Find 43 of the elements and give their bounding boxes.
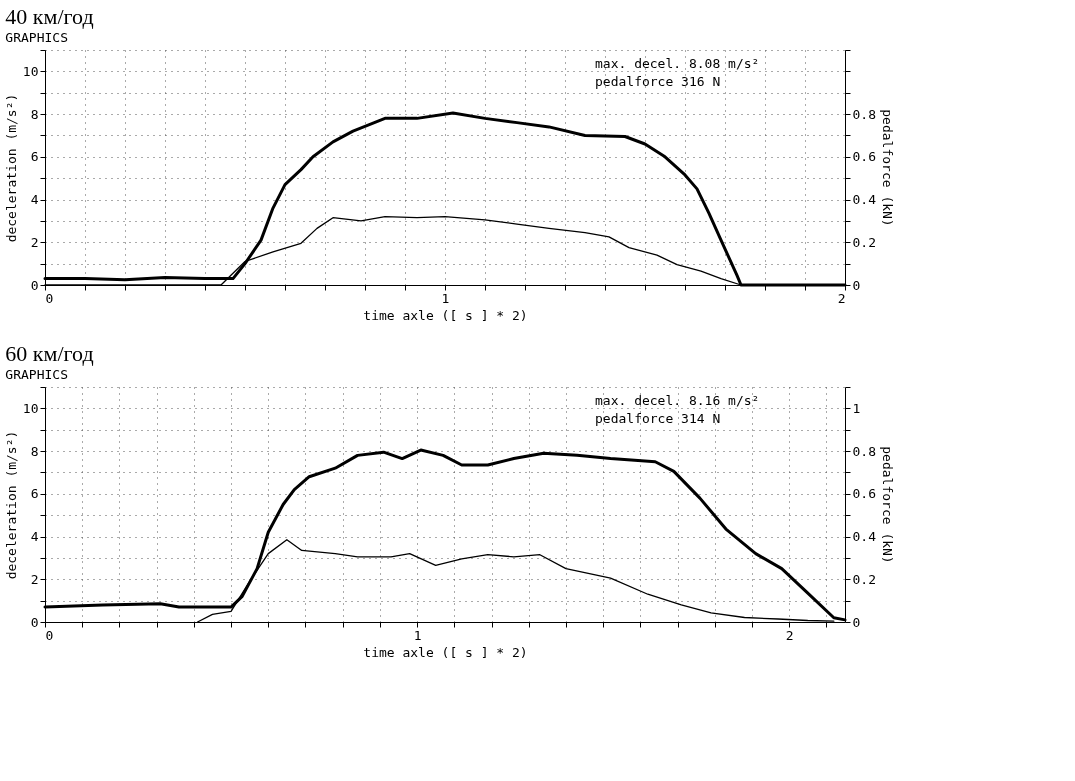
y2-tick-label: 0.4 <box>852 529 877 545</box>
y-tick-label: 10 <box>22 63 39 79</box>
y2-tick-label: 0 <box>852 277 861 293</box>
x-tick-label: 0 <box>45 627 54 643</box>
annotation: pedalforce 316 N <box>595 74 721 89</box>
y-axis-title: deceleration (m/s²) <box>3 430 19 580</box>
y2-tick-label: 0.4 <box>852 192 877 208</box>
annotation: max. decel. 8.08 m/s² <box>595 56 760 71</box>
chart-title: 60 км/год <box>5 340 94 366</box>
y2-axis-title: pedalforce (kN) <box>879 446 895 564</box>
y-tick-label: 4 <box>30 192 39 208</box>
chart-subtitle: GRAPHICS <box>5 366 68 382</box>
y2-tick-label: 1 <box>852 400 861 416</box>
y-tick-label: 6 <box>30 149 39 165</box>
chart-subtitle: GRAPHICS <box>5 29 68 45</box>
y2-tick-label: 0.8 <box>852 443 876 459</box>
y2-tick-label: 0.6 <box>852 149 876 165</box>
x-tick-label: 1 <box>441 290 450 306</box>
annotation: pedalforce 314 N <box>595 411 721 426</box>
x-tick-label: 2 <box>837 290 846 306</box>
y-tick-label: 8 <box>30 443 39 459</box>
y-tick-label: 8 <box>30 106 39 122</box>
y2-tick-label: 0.8 <box>852 106 876 122</box>
y-tick-label: 0 <box>30 614 39 630</box>
y-tick-label: 2 <box>30 234 39 250</box>
y-tick-label: 4 <box>30 529 39 545</box>
y-tick-label: 6 <box>30 486 39 502</box>
x-tick-label: 0 <box>45 290 54 306</box>
y2-tick-label: 0 <box>852 614 861 630</box>
y-tick-label: 2 <box>30 571 39 587</box>
y-tick-label: 10 <box>22 400 39 416</box>
y2-tick-label: 0.2 <box>852 234 876 250</box>
annotation: max. decel. 8.16 m/s² <box>595 393 760 408</box>
x-tick-label: 2 <box>785 627 794 643</box>
x-tick-label: 1 <box>413 627 422 643</box>
x-axis-title: time axle ([ s ] * 2) <box>363 644 528 660</box>
y2-tick-label: 0.6 <box>852 486 876 502</box>
y-tick-label: 0 <box>30 277 39 293</box>
y-axis-title: deceleration (m/s²) <box>3 93 19 243</box>
x-axis-title: time axle ([ s ] * 2) <box>363 307 528 323</box>
y2-axis-title: pedalforce (kN) <box>879 109 895 227</box>
chart-title: 40 км/год <box>5 3 94 29</box>
y2-tick-label: 0.2 <box>852 571 876 587</box>
